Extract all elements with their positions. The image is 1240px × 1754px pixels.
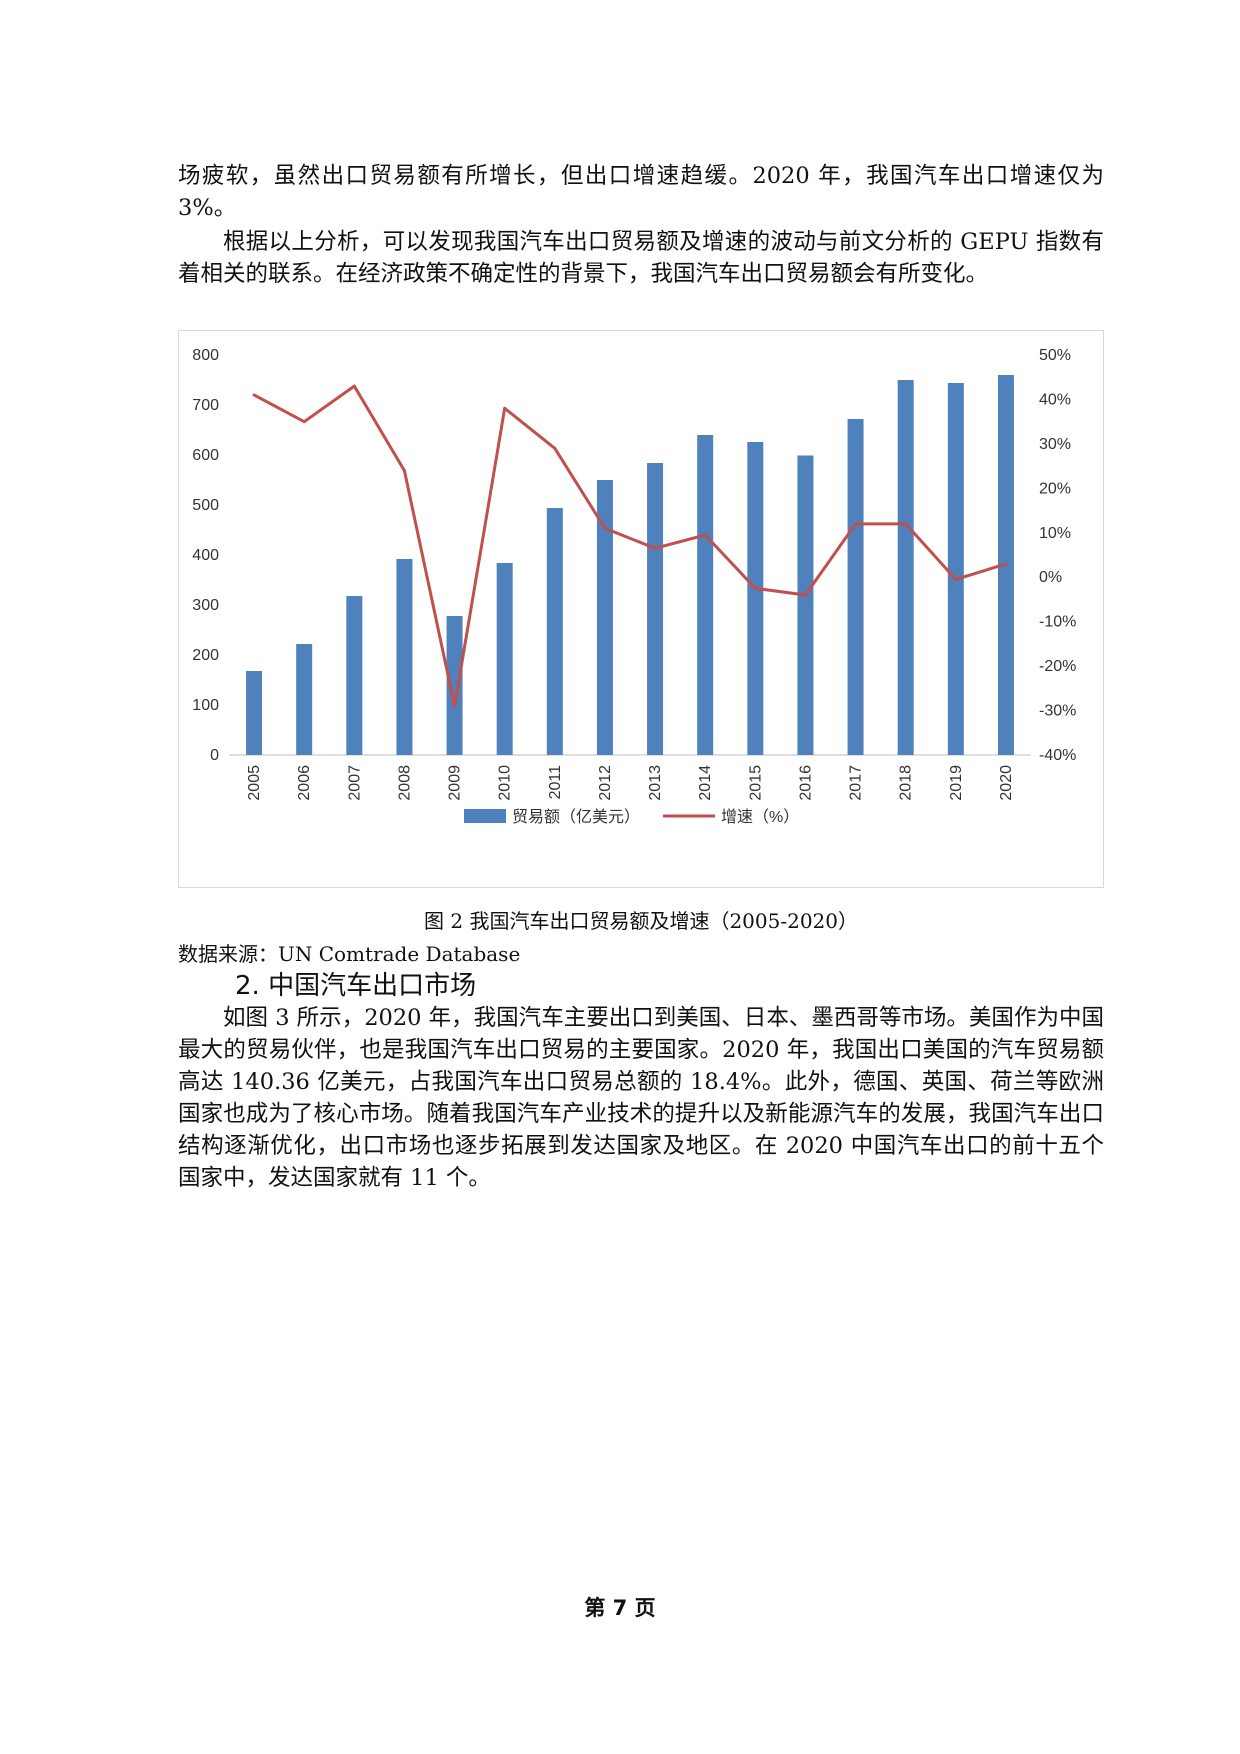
bar	[246, 671, 263, 755]
x-tick-label: 2016	[797, 765, 814, 801]
x-tick-label: 2006	[296, 765, 313, 801]
legend-swatch-bar	[464, 809, 506, 823]
x-tick-label: 2019	[948, 765, 965, 801]
growth-point	[653, 546, 657, 550]
x-tick-label: 2010	[497, 765, 514, 801]
y-right-tick-label: 0%	[1039, 569, 1062, 586]
x-tick-label: 2005	[246, 765, 263, 801]
paragraph-1: 场疲软，虽然出口贸易额有所增长，但出口增速趋缓。2020 年，我国汽车出口增速仅…	[178, 163, 1104, 221]
bar	[697, 435, 714, 755]
paragraph-2: 根据以上分析，可以发现我国汽车出口贸易额及增速的波动与前文分析的 GEPU 指数…	[178, 229, 1104, 287]
growth-point	[954, 577, 958, 581]
bar	[446, 616, 463, 755]
bar	[346, 596, 363, 755]
growth-point	[854, 522, 858, 526]
x-tick-label: 2013	[647, 765, 664, 801]
page-number: 第 7 页	[584, 1596, 656, 1620]
y-left-tick-label: 400	[192, 547, 219, 564]
trade-chart-svg: 0 100 200 300 400 500 600 700 800 -40% -30% -20% -10…	[192, 347, 1076, 826]
section-heading: 2. 中国汽车出口市场	[235, 971, 477, 1001]
y-right-tick-label: 40%	[1039, 391, 1071, 408]
x-tick-label: 2015	[747, 765, 764, 801]
x-tick-label: 2017	[848, 765, 865, 801]
y-left-tick-label: 800	[192, 347, 219, 364]
trade-chart: 0 100 200 300 400 500 600 700 800 -40% -30% -20% -10…	[178, 330, 1104, 888]
y-left-tick-label: 500	[192, 497, 219, 514]
y-left-tick-label: 600	[192, 447, 219, 464]
y-right-tick-label: 10%	[1039, 525, 1071, 542]
x-tick-label: 2014	[697, 765, 714, 801]
y-right-tick-label: -10%	[1039, 614, 1076, 631]
bar	[847, 419, 864, 755]
x-tick-label: 2012	[597, 765, 614, 801]
growth-point	[803, 593, 807, 597]
x-tick-label: 2020	[998, 765, 1015, 801]
bar	[396, 559, 413, 755]
y-right-tick-label: -30%	[1039, 703, 1076, 720]
growth-point	[302, 420, 306, 424]
x-tick-label: 2011	[547, 765, 564, 800]
bar	[596, 480, 613, 755]
y-left-tick-label: 200	[192, 647, 219, 664]
x-tick-label: 2008	[396, 765, 413, 801]
growth-point	[753, 586, 757, 590]
x-tick-label: 2009	[447, 765, 464, 801]
figure-caption: 图 2 我国汽车出口贸易额及增速（2005-2020）	[424, 909, 858, 933]
paragraph-3: 如图 3 所示，2020 年，我国汽车主要出口到美国、日本、墨西哥等市场。美国作…	[178, 1005, 1104, 1191]
y-right-tick-label: 20%	[1039, 480, 1071, 497]
bar	[897, 380, 914, 755]
legend-label-bar: 贸易额（亿美元）	[512, 808, 640, 826]
x-tick-label: 2007	[346, 765, 363, 801]
y-left-tick-label: 0	[210, 747, 219, 764]
growth-point	[252, 393, 256, 397]
growth-point	[503, 406, 507, 410]
growth-point	[904, 522, 908, 526]
y-left-tick-label: 300	[192, 597, 219, 614]
growth-point	[1004, 562, 1008, 566]
y-right-tick-label: 50%	[1039, 347, 1071, 364]
y-left-tick-label: 100	[192, 697, 219, 714]
data-source: 数据来源：UN Comtrade Database	[178, 942, 521, 966]
bar	[647, 463, 664, 755]
growth-point	[453, 704, 457, 708]
growth-point	[402, 469, 406, 473]
bar	[747, 442, 764, 755]
bar	[496, 563, 513, 755]
growth-line	[253, 384, 1007, 708]
y-left-tick-label: 700	[192, 397, 219, 414]
y-right-tick-label: -20%	[1039, 658, 1076, 675]
legend-label-line: 增速（%）	[721, 808, 799, 826]
y-right-tick-label: -40%	[1039, 747, 1076, 764]
bar	[797, 455, 814, 755]
bar	[947, 383, 964, 755]
bar	[296, 644, 313, 755]
growth-point	[603, 526, 607, 530]
y-right-tick-label: 30%	[1039, 436, 1071, 453]
growth-point	[352, 384, 356, 388]
growth-point	[553, 446, 557, 450]
x-tick-label: 2018	[898, 765, 915, 801]
growth-point	[703, 533, 707, 537]
bar	[546, 508, 563, 755]
